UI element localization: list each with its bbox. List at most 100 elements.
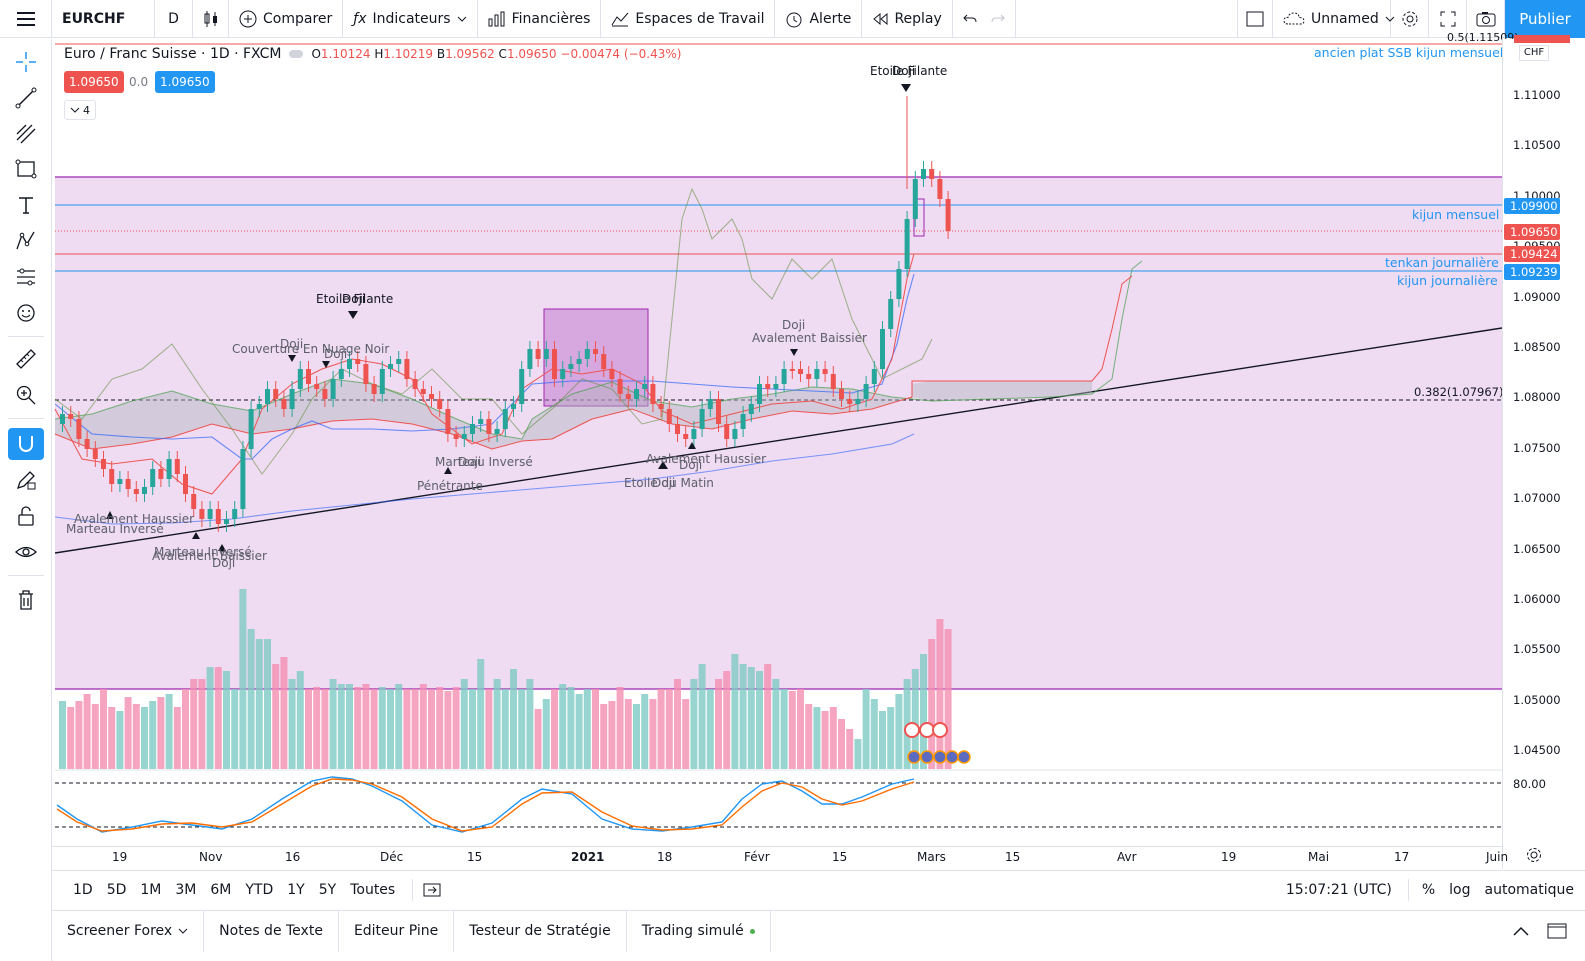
price-axis[interactable]: CHF 1.110001.105001.100001.095001.090001… — [1502, 35, 1585, 869]
fullscreen-button[interactable] — [1429, 0, 1467, 38]
candle[interactable] — [412, 379, 418, 389]
remove-drawings-tool[interactable] — [8, 584, 44, 616]
candle[interactable] — [150, 469, 156, 487]
candle[interactable] — [535, 349, 541, 359]
tab-strategy-tester[interactable]: Testeur de Stratégie — [454, 910, 627, 952]
candle[interactable] — [716, 399, 721, 424]
candle[interactable] — [839, 389, 844, 399]
fib-label[interactable]: 0.382(1.07967) — [1414, 385, 1504, 399]
stay-drawing-tool[interactable] — [8, 464, 44, 496]
candle[interactable] — [101, 459, 106, 469]
pattern-marker[interactable] — [218, 544, 226, 551]
pattern-marker[interactable] — [901, 84, 911, 92]
fib-tool[interactable] — [8, 118, 44, 150]
tab-screener[interactable]: Screener Forex — [52, 910, 205, 952]
compare-button[interactable]: Comparer — [229, 0, 344, 38]
candle[interactable] — [142, 487, 147, 494]
tab-paper-trading[interactable]: Trading simulé — [627, 910, 771, 952]
interval-button[interactable]: D — [155, 0, 193, 38]
candle[interactable] — [125, 479, 131, 489]
currency-label[interactable]: CHF — [1519, 45, 1549, 61]
candle[interactable] — [847, 399, 853, 404]
lock-drawings-tool[interactable] — [8, 500, 44, 532]
candle[interactable] — [757, 384, 762, 404]
candle[interactable] — [568, 364, 574, 369]
candle[interactable] — [347, 359, 352, 369]
range-button[interactable]: YTD — [245, 881, 274, 898]
magnet-tool[interactable] — [8, 428, 44, 460]
hide-drawings-tool[interactable] — [8, 536, 44, 568]
pattern-marker[interactable] — [322, 361, 330, 368]
consolidation-box[interactable] — [543, 308, 649, 407]
candle[interactable] — [912, 179, 918, 219]
candle[interactable] — [871, 369, 877, 384]
candle[interactable] — [166, 459, 172, 479]
candle[interactable] — [355, 359, 361, 364]
candle[interactable] — [593, 349, 598, 354]
indicators-toggle[interactable]: 4 — [64, 100, 96, 120]
text-tool[interactable] — [8, 189, 44, 221]
candle[interactable] — [330, 379, 336, 399]
icons-tool[interactable] — [8, 297, 44, 329]
candle[interactable] — [232, 509, 238, 519]
candle[interactable] — [609, 369, 615, 379]
candle[interactable] — [207, 509, 213, 519]
chart-type-button[interactable] — [193, 0, 229, 38]
candle[interactable] — [822, 369, 828, 374]
candle[interactable] — [666, 409, 672, 424]
candle[interactable] — [634, 389, 639, 399]
auto-toggle[interactable]: automatique — [1484, 881, 1574, 898]
candle[interactable] — [945, 199, 951, 231]
candle[interactable] — [199, 509, 205, 519]
candle[interactable] — [117, 479, 123, 484]
candle[interactable] — [494, 429, 500, 434]
candle[interactable] — [584, 349, 590, 359]
replay-button[interactable]: Replay — [862, 0, 953, 38]
candle[interactable] — [552, 349, 557, 379]
candle[interactable] — [855, 399, 861, 404]
candle[interactable] — [60, 414, 65, 424]
candle[interactable] — [617, 379, 623, 394]
patterns-tool[interactable] — [8, 225, 44, 257]
candle[interactable] — [921, 169, 926, 179]
annotation-tenkan-journaliere[interactable]: tenkan journalière — [1385, 255, 1499, 270]
pattern-marker[interactable] — [658, 461, 668, 469]
maximize-panel-icon[interactable] — [1547, 923, 1567, 939]
candle[interactable] — [314, 384, 320, 389]
candle[interactable] — [420, 389, 426, 394]
range-button[interactable]: 1D — [73, 881, 93, 898]
settings-button[interactable] — [1391, 0, 1429, 38]
log-toggle[interactable]: log — [1449, 881, 1471, 898]
candle[interactable] — [896, 269, 902, 299]
range-button[interactable]: 1Y — [287, 881, 305, 898]
candle[interactable] — [642, 384, 648, 389]
indicators-button[interactable]: ƒx Indicateurs — [343, 0, 478, 38]
candle[interactable] — [675, 424, 680, 434]
candle[interactable] — [453, 434, 459, 439]
candle[interactable] — [273, 389, 279, 399]
candle[interactable] — [560, 369, 566, 379]
pattern-marker[interactable] — [444, 467, 452, 474]
candle[interactable] — [880, 329, 885, 369]
candle[interactable] — [470, 424, 475, 434]
zoom-tool[interactable] — [8, 379, 44, 411]
legend-title[interactable]: Euro / Franc Suisse · 1D · FXCM — [64, 46, 282, 62]
candle[interactable] — [707, 399, 713, 409]
candle[interactable] — [814, 369, 820, 379]
range-button[interactable]: 5Y — [318, 881, 337, 898]
candle[interactable] — [601, 354, 607, 369]
candle[interactable] — [765, 384, 771, 389]
candle[interactable] — [183, 474, 188, 494]
candle[interactable] — [84, 439, 90, 449]
candle[interactable] — [830, 374, 836, 389]
candle[interactable] — [461, 434, 467, 439]
candle[interactable] — [511, 404, 516, 409]
shapes-tool[interactable] — [8, 153, 44, 185]
annotation-kijun-mensuel[interactable]: kijun mensuel — [1412, 207, 1500, 222]
goto-date-icon[interactable] — [423, 882, 441, 898]
redo-icon[interactable] — [991, 13, 1005, 25]
candlestick-series[interactable] — [60, 96, 951, 532]
candle[interactable] — [109, 469, 115, 484]
range-button[interactable]: 3M — [175, 881, 197, 898]
symbol-search-button[interactable]: EURCHF — [52, 0, 155, 38]
